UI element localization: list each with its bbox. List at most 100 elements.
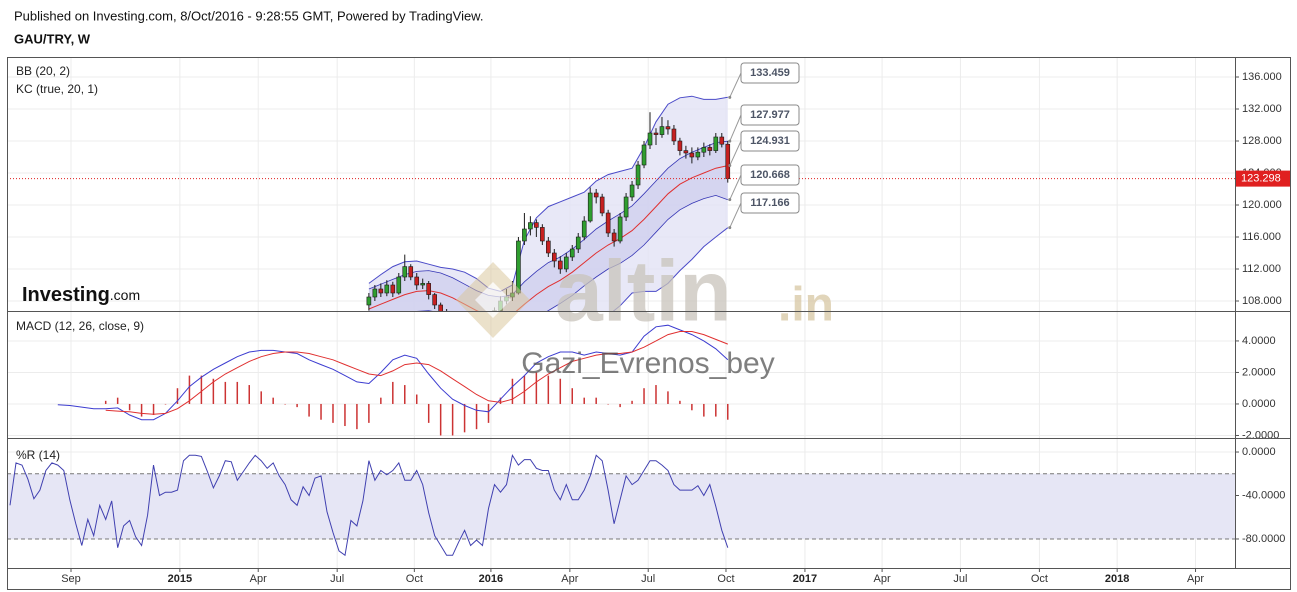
y-tick-label: -40.0000 xyxy=(1242,489,1285,501)
histogram-bar xyxy=(272,397,274,404)
candle-body xyxy=(683,150,689,154)
x-tick-label: Apr xyxy=(250,573,267,585)
candle-body xyxy=(522,228,527,242)
histogram-bar xyxy=(104,400,107,404)
watermark-author: Gazi_Evrenos_bey xyxy=(521,347,774,380)
candle-body xyxy=(516,240,521,294)
histogram-bar xyxy=(320,403,322,420)
candle-body xyxy=(635,164,641,186)
x-tick-label: Oct xyxy=(1031,573,1048,585)
callout-box xyxy=(740,104,800,126)
histogram-bar xyxy=(356,403,358,430)
callout-label: 124.931 xyxy=(750,135,790,147)
histogram-bar xyxy=(655,385,657,404)
legend-kc: KC (true, 20, 1) xyxy=(16,82,98,96)
candle-body xyxy=(528,222,533,230)
histogram-bar xyxy=(332,403,334,423)
histogram-bar xyxy=(703,403,705,417)
callout-label: 133.459 xyxy=(750,67,790,79)
candle-body xyxy=(546,240,551,254)
candle-body xyxy=(408,266,414,278)
macd-line xyxy=(105,331,728,415)
callout-dot xyxy=(728,226,732,230)
histogram-bar xyxy=(691,403,693,411)
watermark-domain: .in xyxy=(778,279,834,332)
candle-body xyxy=(420,283,426,286)
histogram-bar xyxy=(679,400,681,404)
williams-pane xyxy=(7,453,1235,557)
x-tick-label: Apr xyxy=(561,573,578,585)
candle-body xyxy=(707,147,713,151)
callout-connector xyxy=(729,114,742,142)
histogram-bar xyxy=(415,394,418,404)
candle-body xyxy=(677,140,683,151)
last-price-label: 123.298 xyxy=(1241,173,1281,185)
candle-body xyxy=(540,227,545,242)
callout-box xyxy=(740,62,800,84)
candle-body xyxy=(665,126,671,130)
callout-dot xyxy=(728,164,732,168)
callout-connector xyxy=(729,174,742,200)
last-price-box xyxy=(1236,170,1290,187)
candle-body xyxy=(557,260,563,270)
y-tick-label: 0.0000 xyxy=(1242,398,1276,410)
callout-label: 120.668 xyxy=(750,169,790,181)
candle-body xyxy=(457,329,461,333)
candle-body xyxy=(432,294,437,306)
candle-body xyxy=(463,333,467,335)
candle-body xyxy=(587,192,593,222)
candle-body xyxy=(372,288,378,298)
candle-body xyxy=(445,313,449,321)
histogram-bar xyxy=(236,381,239,404)
candle-body xyxy=(396,276,402,294)
histogram-bar xyxy=(128,403,131,411)
histogram-bar xyxy=(140,403,143,417)
histogram-bar xyxy=(392,381,394,404)
price-pane xyxy=(7,95,1235,335)
x-tick-label: 2017 xyxy=(793,573,817,585)
histogram-bar xyxy=(463,403,466,433)
histogram-bar xyxy=(643,388,645,404)
histogram-bar xyxy=(583,397,585,404)
callout-connector xyxy=(729,202,742,228)
logo-domain: .com xyxy=(110,287,140,303)
histogram-bar xyxy=(188,375,191,404)
x-tick-label: Sep xyxy=(61,573,81,585)
candle-body xyxy=(701,147,707,153)
y-tick-label: 120.000 xyxy=(1242,199,1282,211)
candle-body xyxy=(426,283,431,295)
level-fill xyxy=(7,473,1235,539)
x-tick-label: Apr xyxy=(874,573,891,585)
x-tick-label: Apr xyxy=(1187,573,1204,585)
histogram-bar xyxy=(427,403,430,423)
histogram-bar xyxy=(164,403,167,405)
watermark-brand: altin xyxy=(555,244,732,340)
x-tick-label: Oct xyxy=(406,573,423,585)
candle-body xyxy=(552,252,557,262)
candle-body xyxy=(534,222,539,228)
frame xyxy=(7,57,1291,590)
kc-upper-line xyxy=(368,140,728,298)
histogram-bar xyxy=(200,375,203,404)
histogram-bar xyxy=(260,391,262,404)
candle-body xyxy=(414,276,420,286)
callout-dot xyxy=(728,198,732,202)
histogram-bar xyxy=(559,378,562,404)
candle-body xyxy=(384,284,390,294)
x-tick-label: 2016 xyxy=(479,573,503,585)
histogram-bar xyxy=(535,372,538,404)
y-tick-label: 2.0000 xyxy=(1242,366,1276,378)
legend-bb: BB (20, 2) xyxy=(16,64,70,78)
candle-body xyxy=(689,152,695,158)
callout-box xyxy=(740,130,800,152)
y-tick-label: 112.000 xyxy=(1242,263,1281,275)
histogram-bar xyxy=(727,403,729,420)
histogram-bar xyxy=(595,397,597,404)
callout-box xyxy=(740,192,800,214)
histogram-bar xyxy=(547,375,550,404)
callout-dot xyxy=(728,139,732,143)
published-line: Published on Investing.com, 8/Oct/2016 -… xyxy=(14,8,483,23)
histogram-bar xyxy=(715,403,717,417)
callout-connector xyxy=(729,72,742,98)
